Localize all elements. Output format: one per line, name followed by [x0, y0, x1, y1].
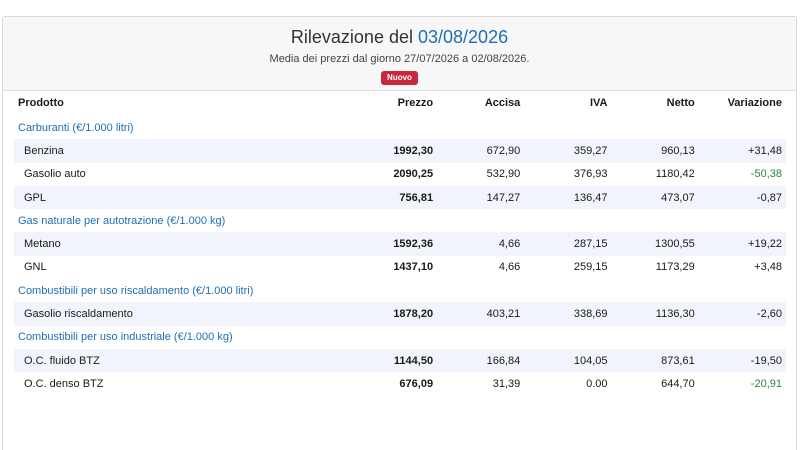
card-header: Rilevazione del 03/08/2026 Media dei pre…: [3, 17, 796, 91]
change-cell: +3,48: [754, 261, 782, 274]
category-label: Carburanti (€/1.000 litri): [18, 121, 134, 134]
net-cell: 960,13: [611, 139, 699, 163]
table-row: Benzina 1992,30 672,90 359,27 960,13 +31,48: [14, 139, 786, 163]
price-cell: 1144,50: [349, 348, 438, 373]
change-cell: -2,60: [698, 302, 786, 326]
excise-cell: 31,39: [492, 377, 521, 390]
product-cell: Benzina: [14, 139, 350, 163]
product-cell: GNL: [24, 261, 47, 274]
vat-cell: 287,15: [524, 232, 612, 256]
product-cell: O.C. denso BTZ: [24, 377, 104, 390]
category-label: Combustibili per uso industriale (€/1.00…: [18, 331, 233, 344]
product-cell: GPL: [14, 185, 350, 210]
price-cell: 1878,20: [349, 302, 438, 326]
change-cell: -19,50: [698, 348, 786, 373]
page-title: Rilevazione del 03/08/2026: [3, 26, 796, 48]
category-row: Gas naturale per autotrazione (€/1.000 k…: [14, 209, 786, 232]
vat-cell: 136,47: [524, 185, 612, 210]
net-cell: 873,61: [611, 348, 699, 373]
column-header-change: Variazione: [727, 97, 782, 109]
excise-cell: 4,66: [437, 232, 525, 256]
column-header-excise: Accisa: [484, 97, 521, 109]
table-row: GNL 1437,10 4,66 259,15 1173,29 +3,48: [14, 256, 786, 279]
price-cell: 676,09: [399, 377, 434, 390]
change-cell: +31,48: [698, 139, 786, 163]
excise-cell: 147,27: [437, 185, 525, 210]
price-cell: 1992,30: [349, 139, 438, 163]
category-row: Combustibili per uso riscaldamento (€/1.…: [14, 279, 786, 302]
vat-cell: 359,27: [524, 139, 612, 163]
category-label: Gas naturale per autotrazione (€/1.000 k…: [18, 214, 226, 227]
price-cell: 756,81: [349, 185, 438, 210]
table-row: Metano 1592,36 4,66 287,15 1300,55 +19,22: [14, 232, 786, 256]
excise-cell: 166,84: [437, 348, 525, 373]
product-cell: O.C. fluido BTZ: [14, 348, 350, 373]
product-cell: Metano: [14, 232, 350, 256]
table-header-row: Prodotto Prezzo Accisa IVA Netto Variazi…: [14, 90, 786, 116]
new-badge: Nuovo: [381, 71, 418, 85]
product-cell: Gasolio auto: [24, 168, 86, 181]
price-cell: 2090,25: [393, 168, 434, 181]
excise-cell: 403,21: [437, 302, 525, 326]
table-row: Gasolio riscaldamento 1878,20 403,21 338,69…: [14, 302, 786, 326]
change-cell: -0,87: [698, 185, 786, 210]
vat-cell: 259,15: [573, 261, 608, 274]
table-row: Gasolio auto 2090,25 532,90 376,93 1180,42 -5…: [14, 163, 786, 186]
page-subtitle: Media dei prezzi dal giorno 27/07/2026 a…: [269, 53, 530, 65]
price-cell: 1592,36: [349, 232, 438, 256]
vat-cell: 0.00: [586, 377, 608, 390]
net-cell: 1173,29: [655, 261, 695, 274]
column-header-product: Prodotto: [18, 97, 64, 109]
category-row: Carburanti (€/1.000 litri): [14, 116, 786, 139]
category-label: Combustibili per uso riscaldamento (€/1.…: [18, 284, 254, 297]
table-row: O.C. fluido BTZ 1144,50 166,84 104,05 873,61…: [14, 348, 786, 373]
title-prefix: Rilevazione del: [290, 27, 413, 47]
change-cell: +19,22: [698, 232, 786, 256]
product-cell: Gasolio riscaldamento: [14, 302, 350, 326]
table-body: Carburanti (€/1.000 litri) Benzina 1992,30…: [14, 116, 786, 396]
column-header-price: Prezzo: [397, 97, 434, 109]
column-header-net: Netto: [666, 97, 695, 109]
net-cell: 1300,55: [611, 232, 699, 256]
net-cell: 644,70: [661, 377, 695, 390]
price-table: Prodotto Prezzo Accisa IVA Netto Variazi…: [14, 90, 786, 396]
title-date: 03/08/2026: [418, 27, 509, 47]
vat-cell: 376,93: [573, 168, 608, 181]
net-cell: 1180,42: [655, 168, 695, 181]
vat-cell: 338,69: [524, 302, 612, 326]
table-row: GPL 756,81 147,27 136,47 473,07 -0,87: [14, 185, 786, 210]
excise-cell: 532,90: [486, 168, 521, 181]
change-cell: -50,38: [750, 168, 782, 181]
category-row: Combustibili per uso industriale (€/1.00…: [14, 326, 786, 349]
vat-cell: 104,05: [524, 348, 612, 373]
excise-cell: 672,90: [437, 139, 525, 163]
column-header-vat: IVA: [589, 97, 608, 109]
price-cell: 1437,10: [393, 261, 434, 274]
net-cell: 1136,30: [611, 302, 699, 326]
net-cell: 473,07: [611, 185, 699, 210]
change-cell: -20,91: [750, 377, 782, 390]
table-row: O.C. denso BTZ 676,09 31,39 0.00 644,70 -20,9…: [14, 372, 786, 395]
excise-cell: 4,66: [498, 261, 521, 274]
